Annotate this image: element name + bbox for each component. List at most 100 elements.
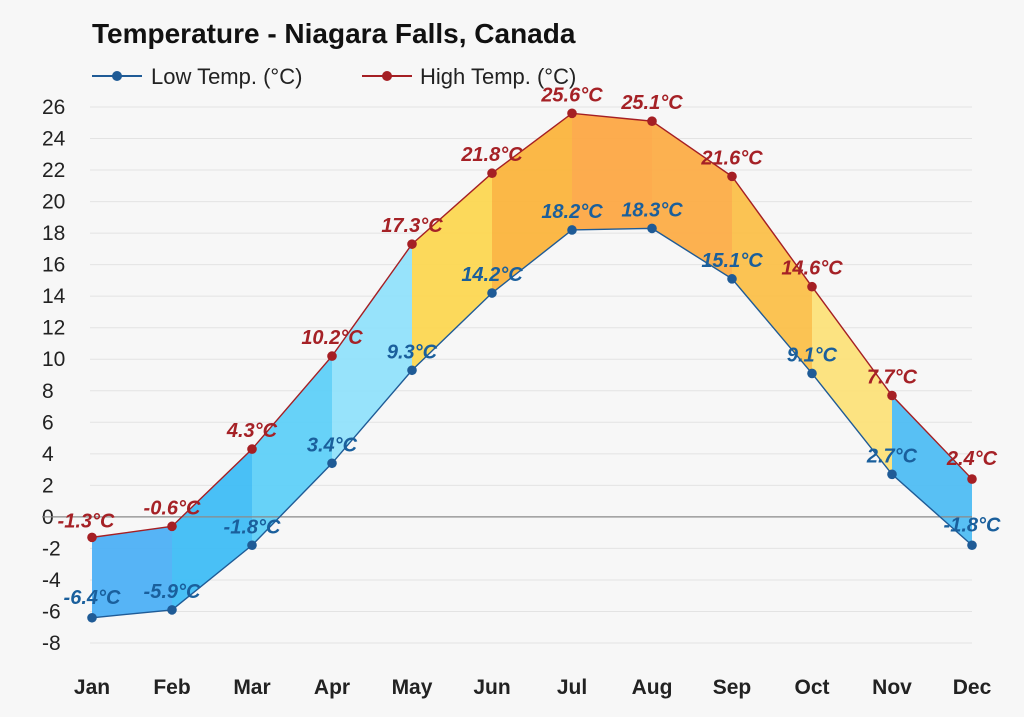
x-tick-label: Jun — [473, 676, 510, 699]
x-tick-label: Mar — [233, 676, 270, 699]
high-point — [407, 239, 417, 249]
high-point — [327, 351, 337, 361]
grid — [90, 106, 972, 644]
y-tick-label: 14 — [42, 285, 66, 308]
area-band — [332, 244, 412, 464]
high-data-label: 10.2°C — [301, 327, 363, 349]
high-data-label: 21.6°C — [700, 147, 763, 169]
x-tick-label: Oct — [794, 676, 829, 699]
area-band — [412, 173, 492, 371]
low-data-label: -1.8°C — [224, 516, 281, 538]
low-point — [567, 225, 577, 235]
low-point — [487, 288, 497, 298]
high-data-label: 25.1°C — [620, 92, 683, 114]
high-data-label: 7.7°C — [867, 366, 918, 388]
low-point — [247, 540, 257, 551]
x-tick-label: Sep — [713, 676, 752, 699]
low-point — [167, 605, 177, 615]
legend: Low Temp. (°C) High Temp. (°C) — [92, 64, 576, 89]
area-band — [572, 113, 652, 230]
low-point — [887, 469, 897, 480]
legend-low-marker — [112, 71, 122, 81]
low-series-line — [91, 227, 973, 619]
high-point — [727, 171, 737, 182]
high-point — [567, 108, 577, 119]
y-tick-label: 6 — [42, 411, 54, 434]
legend-item-low[interactable]: Low Temp. (°C) — [92, 64, 302, 89]
area-band — [652, 121, 732, 279]
high-point — [87, 532, 97, 543]
low-data-label: 9.1°C — [787, 344, 838, 366]
x-tick-label: Jan — [74, 676, 110, 699]
x-tick-label: Jul — [557, 676, 587, 699]
x-tick-label: Dec — [953, 676, 992, 699]
high-point — [167, 521, 177, 532]
y-tick-label: 10 — [42, 348, 65, 371]
low-data-label: -6.4°C — [64, 587, 121, 609]
series-points — [87, 108, 977, 623]
data-labels: -1.3°C -0.6°C 4.3°C 10.2°C 17.3°C 21.8°C 25.6°… — [58, 84, 1001, 608]
legend-item-high[interactable]: High Temp. (°C) — [362, 64, 576, 89]
y-tick-label: 20 — [42, 191, 65, 214]
low-data-label: 9.3°C — [387, 341, 438, 363]
high-data-label: 2.4°C — [946, 448, 998, 470]
low-point — [327, 458, 337, 469]
area-band — [732, 176, 812, 374]
low-data-label: 18.2°C — [541, 201, 603, 223]
high-data-label: 17.3°C — [381, 215, 443, 237]
area-band — [172, 449, 252, 610]
high-data-label: 21.8°C — [460, 144, 523, 166]
x-tick-label: May — [392, 676, 433, 699]
low-data-label: 15.1°C — [701, 250, 763, 272]
legend-high-label: High Temp. (°C) — [420, 64, 576, 89]
legend-high-marker — [382, 71, 392, 81]
low-point — [727, 274, 737, 284]
high-point — [647, 116, 657, 126]
high-data-label: 25.6°C — [540, 84, 603, 106]
x-tick-label: Aug — [632, 676, 673, 699]
high-point — [247, 444, 257, 454]
x-tick-label: Apr — [314, 676, 350, 699]
low-data-label: 2.7°C — [866, 445, 918, 467]
chart-title: Temperature - Niagara Falls, Canada — [92, 18, 576, 49]
high-data-label: -0.6°C — [144, 497, 201, 519]
area-band — [492, 113, 572, 294]
y-tick-label: 26 — [42, 96, 65, 119]
y-tick-label: -4 — [42, 569, 61, 592]
y-tick-label: 8 — [42, 380, 54, 403]
low-point — [647, 223, 657, 234]
low-point — [807, 368, 817, 379]
high-point — [807, 281, 817, 292]
series-lines — [91, 112, 973, 619]
y-tick-label: 16 — [42, 254, 65, 277]
high-series-line — [91, 112, 973, 539]
high-point — [887, 390, 897, 401]
x-axis: Jan Feb Mar Apr May Jun Jul Aug Sep Oct Nov Dec — [74, 676, 992, 699]
y-tick-label: 4 — [42, 443, 54, 466]
high-data-label: -1.3°C — [58, 510, 115, 532]
area-bands — [92, 113, 972, 618]
low-data-label: -1.8°C — [944, 514, 1001, 536]
low-data-label: -5.9°C — [144, 581, 201, 603]
area-band — [92, 526, 172, 618]
low-point — [407, 365, 417, 376]
low-data-label: 18.3°C — [621, 199, 683, 221]
x-tick-label: Feb — [153, 676, 190, 699]
y-tick-label: -2 — [42, 537, 61, 560]
high-point — [487, 168, 497, 179]
y-tick-label: -6 — [42, 600, 61, 623]
y-tick-label: 12 — [42, 317, 65, 340]
area-band — [892, 395, 972, 546]
low-point — [87, 612, 97, 623]
y-tick-label: 2 — [42, 474, 54, 497]
x-tick-label: Nov — [872, 676, 912, 699]
y-tick-label: 22 — [42, 159, 65, 182]
low-data-label: 14.2°C — [461, 264, 523, 286]
area-band — [812, 286, 892, 475]
legend-low-label: Low Temp. (°C) — [151, 64, 302, 89]
low-point — [967, 540, 977, 551]
high-point — [967, 474, 977, 484]
low-data-label: 3.4°C — [307, 434, 358, 456]
